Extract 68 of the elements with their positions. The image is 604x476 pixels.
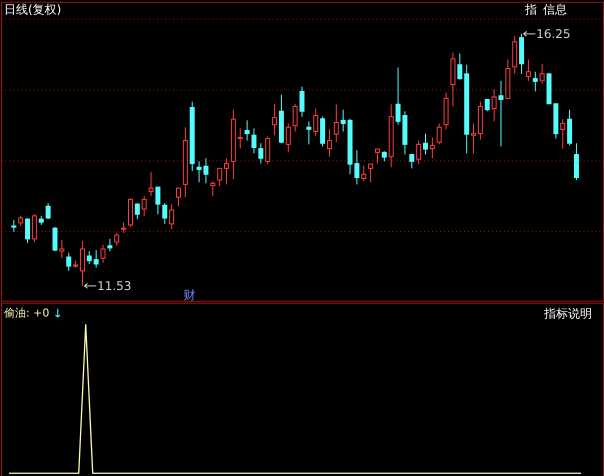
candlestick: [238, 128, 243, 150]
text: ↓: [52, 306, 63, 321]
candlestick: [313, 108, 318, 137]
candlestick: [340, 109, 346, 132]
candlestick: [300, 86, 304, 118]
candlestick: [334, 104, 339, 143]
candlestick: [66, 252, 72, 272]
candlestick: [292, 103, 298, 132]
candlestick: [574, 142, 579, 181]
candlestick: [526, 58, 531, 82]
candlestick: [32, 214, 37, 243]
candlestick: [203, 158, 208, 184]
candlestick: [107, 238, 112, 252]
candlestick: [46, 202, 51, 220]
candlestick: [409, 154, 414, 169]
annotation: 财: [183, 288, 196, 302]
candlestick: [176, 188, 181, 207]
candlestick: [251, 128, 256, 154]
candlestick: [18, 215, 24, 227]
candlestick: [272, 103, 278, 136]
candlestick: [11, 220, 16, 232]
candlestick: [114, 232, 120, 246]
candlestick: [436, 123, 442, 145]
candlestick: [492, 88, 497, 122]
candlestick: [244, 120, 250, 142]
annotation: 16.25: [536, 26, 570, 41]
candlestick: [80, 240, 85, 286]
candlestick: [498, 80, 504, 147]
candlestick: [471, 123, 476, 154]
candlestick: [162, 202, 168, 224]
annotation: 指: [524, 2, 538, 17]
candlestick: [306, 120, 312, 145]
candlestick: [25, 218, 30, 244]
candlestick: [155, 186, 160, 215]
candlestick: [286, 123, 291, 153]
candlestick: [540, 63, 545, 84]
candlestick: [148, 172, 154, 197]
annotation: 信息: [543, 2, 568, 17]
candlestick: [374, 148, 380, 164]
candlestick: [196, 160, 202, 183]
candlestick: [134, 202, 140, 220]
chart-title: 偷油: +0: [4, 306, 50, 320]
annotation: 11.53: [97, 278, 132, 293]
candlestick: [368, 164, 374, 183]
candlestick: [484, 99, 490, 112]
candlestick: [430, 136, 435, 159]
candlestick: [59, 239, 64, 259]
candlestick: [224, 158, 230, 185]
candlestick: [560, 118, 566, 150]
candlestick: [326, 128, 332, 158]
candlestick: [532, 71, 538, 92]
candlestick: [38, 215, 44, 226]
candlestick: [382, 150, 387, 162]
candlestick: [169, 204, 174, 230]
candlestick: [142, 196, 147, 216]
candlestick: [217, 168, 222, 186]
candlestick: [423, 133, 428, 155]
candlestick: [121, 222, 126, 234]
chart-title: 日线(复权): [4, 2, 62, 17]
candlestick: [354, 150, 360, 185]
candlestick: [396, 66, 401, 126]
candlestick: [258, 142, 264, 164]
candlestick: [100, 244, 106, 264]
candlestick: [265, 136, 270, 165]
candlestick: [416, 140, 422, 165]
candlestick: [52, 226, 58, 252]
text: 指标说明: [543, 306, 592, 321]
candlestick: [210, 180, 216, 197]
